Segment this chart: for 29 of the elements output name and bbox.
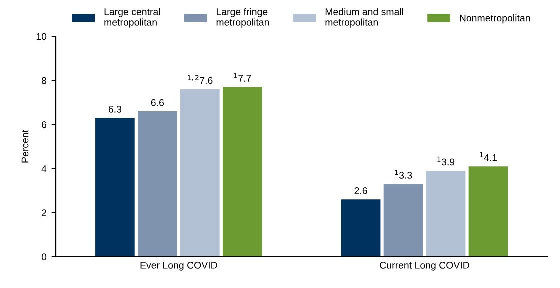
bar: [180, 89, 220, 257]
y-tick-label: 0: [42, 254, 47, 261]
y-tick-label: 8: [42, 77, 47, 84]
legend-label: Nonmetropolitan: [460, 14, 530, 24]
bar: [341, 200, 381, 257]
bar: [426, 170, 466, 257]
bar: [96, 118, 135, 257]
legend-label: Medium and small metropolitan: [326, 8, 404, 28]
y-axis-title: Percent: [22, 130, 29, 163]
data-label: $^{1}$3.9: [438, 156, 455, 166]
x-tick-label: Ever Long COVID: [140, 262, 218, 271]
data-label: 6.3: [108, 106, 122, 113]
y-tick-label: 6: [42, 121, 47, 128]
legend-label: Large fringe metropolitan: [216, 8, 270, 28]
x-tick-label: Current Long COVID: [380, 262, 470, 271]
y-tick-label: 10: [36, 33, 47, 40]
y-tick-label: 4: [42, 166, 47, 172]
data-label: $^{1,2}$7.6: [188, 75, 213, 84]
data-label: 2.6: [354, 188, 368, 194]
legend-label: Large central metropolitan: [104, 8, 160, 28]
bar: [138, 111, 178, 257]
data-label: $^{1}$3.3: [395, 170, 412, 179]
bar: [468, 166, 508, 257]
y-tick-label: 2: [42, 210, 46, 216]
data-label: $^{1}$4.1: [480, 152, 498, 162]
bar: [384, 184, 424, 257]
data-label: 6.6: [151, 99, 164, 106]
data-label: $^{1}$7.7: [234, 73, 252, 82]
bar: [222, 87, 262, 257]
